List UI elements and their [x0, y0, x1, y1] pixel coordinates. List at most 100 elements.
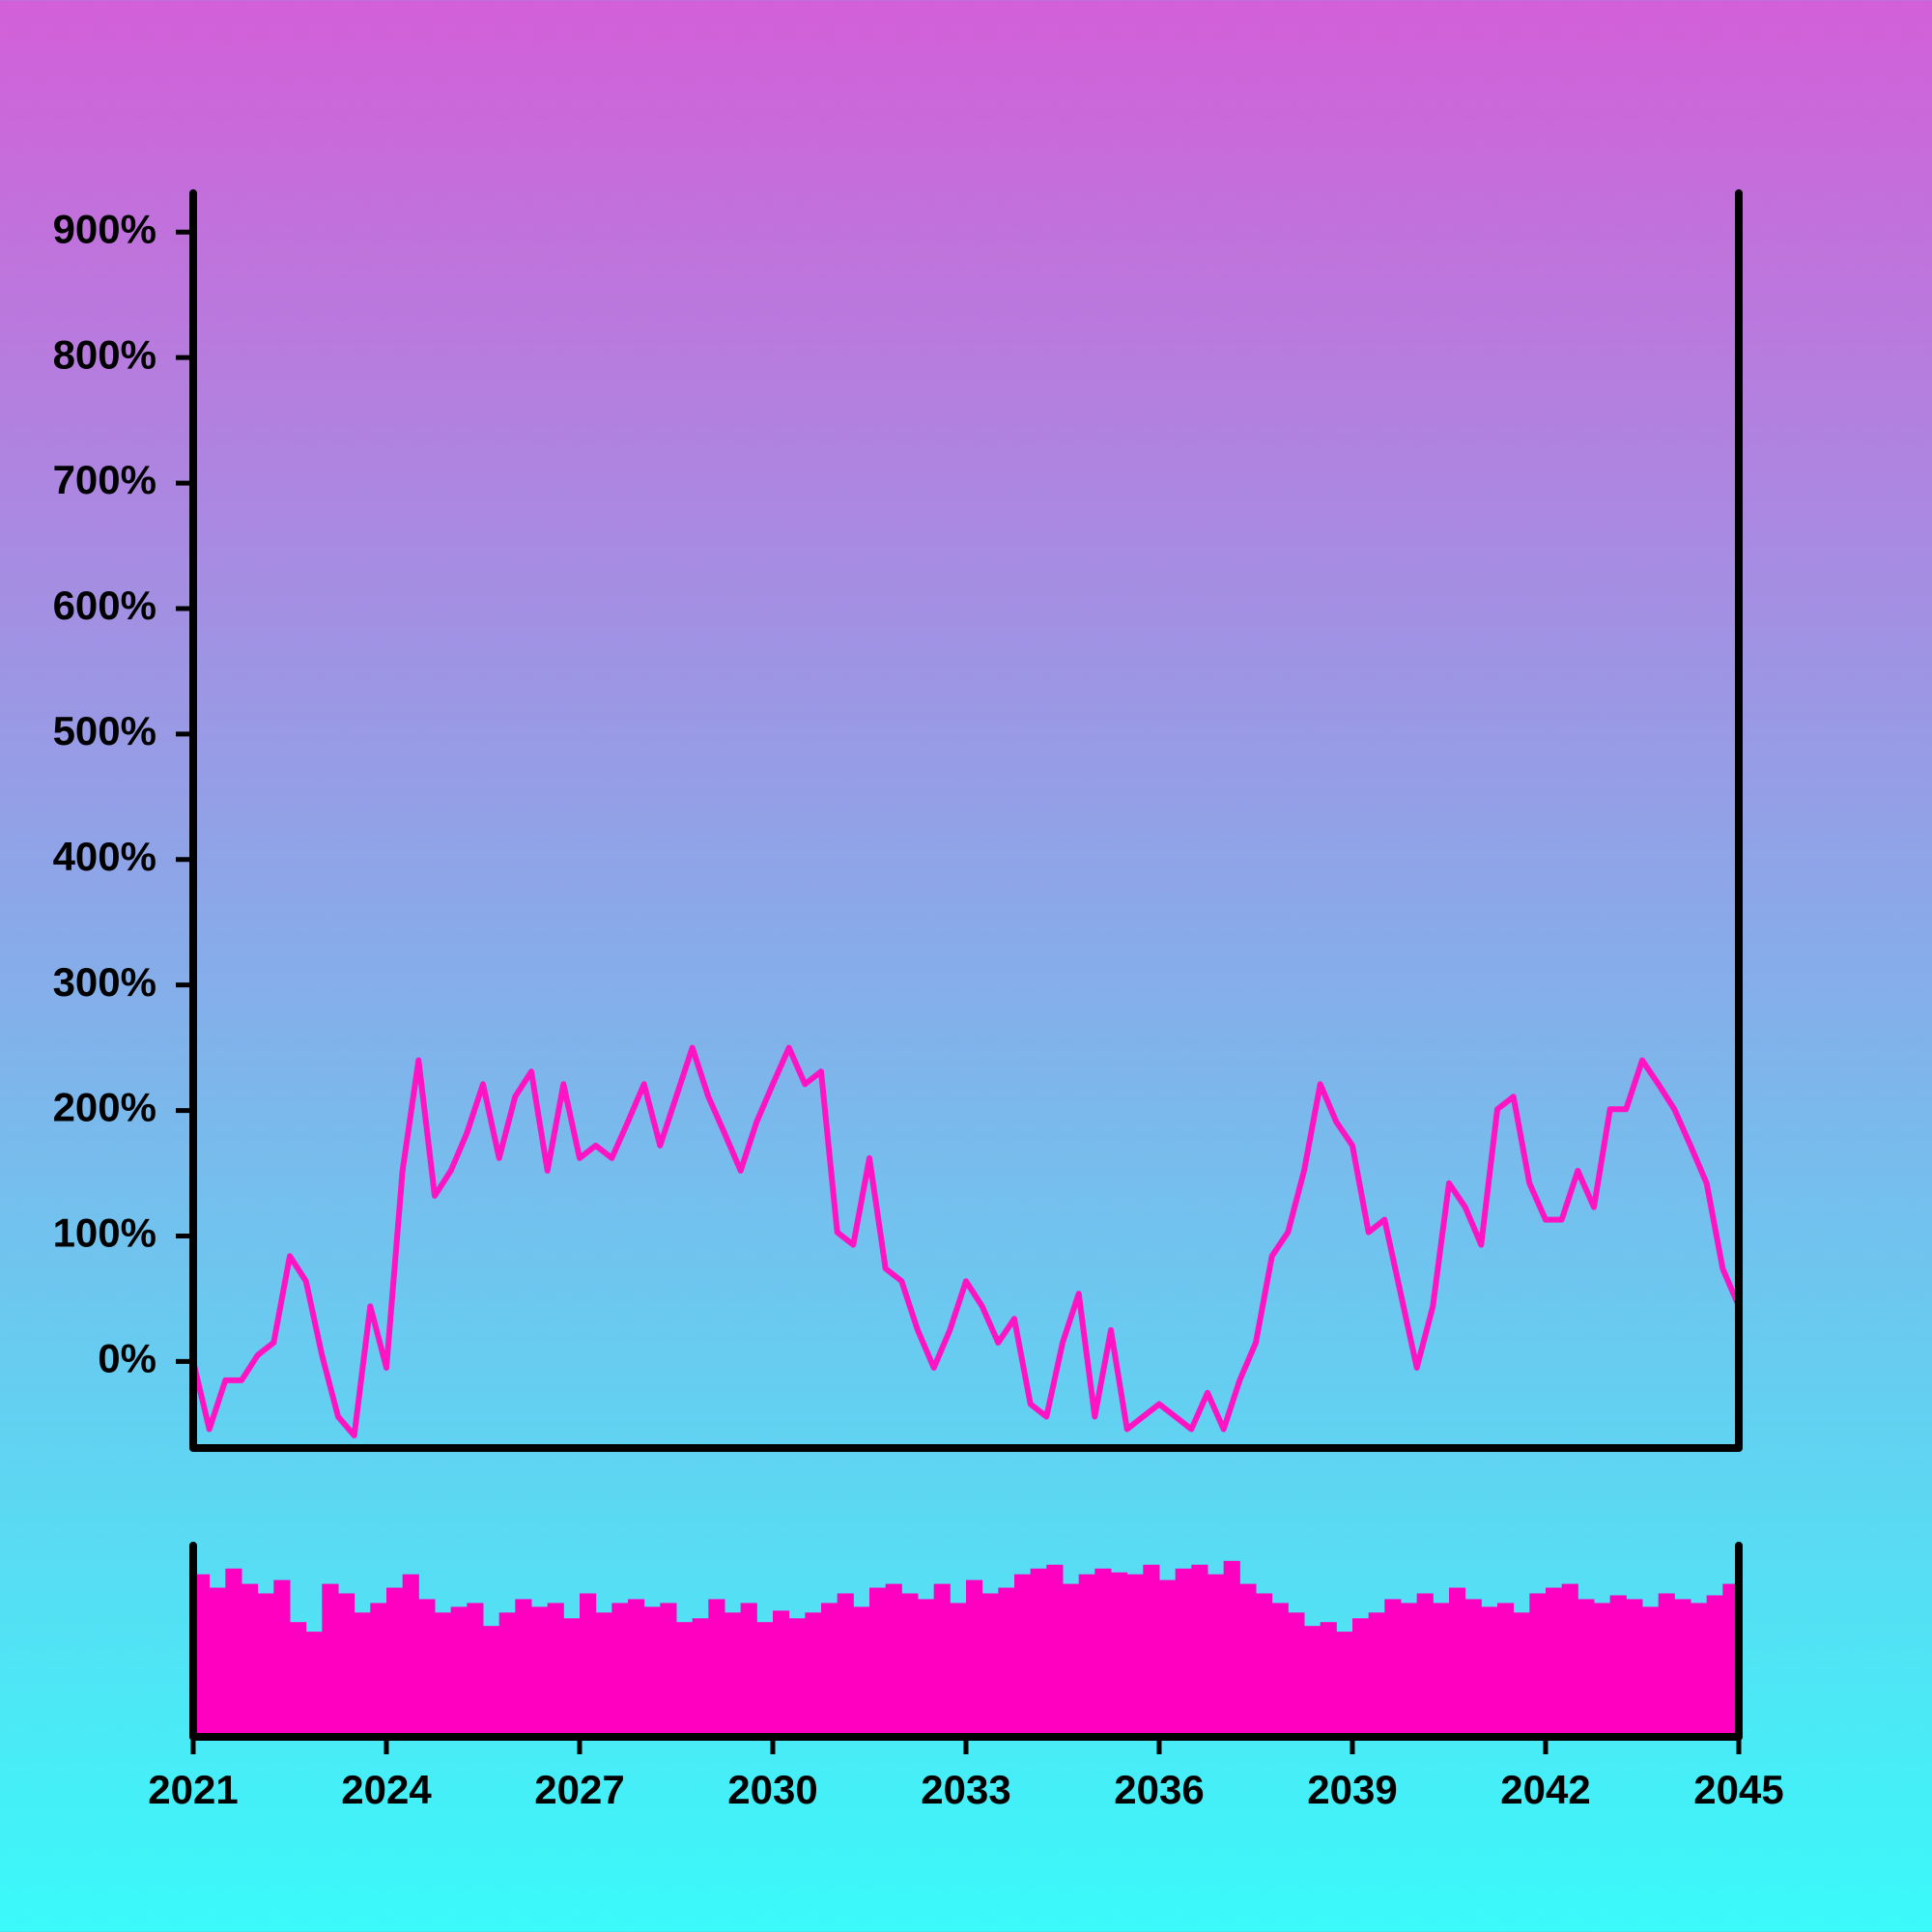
bar: [305, 1632, 323, 1737]
bar: [853, 1606, 870, 1737]
y-tick-label: 400%: [53, 834, 156, 879]
axis-frame: [189, 1542, 1743, 1741]
bar: [773, 1610, 790, 1737]
bar: [531, 1606, 549, 1737]
x-tick-label: 2045: [1693, 1767, 1783, 1812]
bar: [1063, 1583, 1080, 1737]
bar: [1561, 1583, 1578, 1737]
bar: [805, 1612, 822, 1737]
bar: [1256, 1593, 1273, 1737]
axis-frame: [189, 189, 1743, 1452]
bar: [338, 1593, 355, 1737]
y-tick-label: 600%: [53, 582, 156, 628]
bar: [966, 1579, 983, 1737]
bar: [692, 1618, 709, 1737]
bar: [1271, 1603, 1289, 1737]
bar: [402, 1574, 419, 1737]
y-tick-label: 500%: [53, 708, 156, 753]
bar: [756, 1622, 774, 1737]
bar: [708, 1599, 725, 1737]
bar: [386, 1587, 404, 1737]
bar: [418, 1599, 436, 1737]
bar: [595, 1612, 612, 1737]
bar: [1577, 1599, 1595, 1737]
bar: [1481, 1606, 1498, 1737]
bar: [1384, 1599, 1402, 1737]
bar: [1626, 1599, 1643, 1737]
bar: [611, 1603, 629, 1737]
bar: [981, 1593, 999, 1737]
bar: [821, 1603, 838, 1737]
bar: [1078, 1574, 1095, 1737]
bar: [547, 1603, 564, 1737]
x-tick-label: 2030: [727, 1767, 817, 1812]
bar: [1609, 1595, 1627, 1737]
bar: [193, 1574, 211, 1737]
bar: [450, 1606, 468, 1737]
bar: [837, 1593, 854, 1737]
bar: [1674, 1599, 1691, 1737]
bar: [1546, 1587, 1563, 1737]
bar: [1191, 1564, 1208, 1737]
bar: [1175, 1568, 1192, 1737]
bar: [1159, 1579, 1177, 1737]
bar: [998, 1587, 1015, 1737]
bar: [933, 1583, 951, 1737]
bar: [918, 1599, 935, 1737]
bar: [1416, 1593, 1434, 1737]
bar: [257, 1593, 274, 1737]
bar: [1449, 1587, 1466, 1737]
bar: [1111, 1572, 1128, 1737]
bar: [370, 1603, 387, 1737]
bar: [1706, 1595, 1723, 1737]
bar: [1529, 1593, 1547, 1737]
bar: [1094, 1568, 1112, 1737]
bar: [1594, 1603, 1611, 1737]
bar: [1690, 1603, 1708, 1737]
bar: [1642, 1606, 1660, 1737]
bar: [1464, 1599, 1482, 1737]
bar: [1497, 1603, 1515, 1737]
bar: [1223, 1560, 1240, 1737]
y-tick-label: 800%: [53, 331, 156, 377]
bar: [869, 1587, 887, 1737]
x-tick-label: 2042: [1500, 1767, 1590, 1812]
y-tick-label: 700%: [53, 457, 156, 502]
bar: [660, 1603, 677, 1737]
bar: [1126, 1574, 1144, 1737]
x-tick-label: 2036: [1114, 1767, 1204, 1812]
bar: [467, 1603, 484, 1737]
y-tick-label: 200%: [53, 1085, 156, 1130]
bar: [1513, 1612, 1530, 1737]
bar: [676, 1622, 694, 1737]
bar: [1288, 1612, 1305, 1737]
x-tick-label: 2024: [341, 1767, 432, 1812]
bar: [563, 1618, 581, 1737]
line: [193, 1044, 1739, 1438]
bar: [290, 1622, 307, 1737]
x-tick-label: 2027: [534, 1767, 624, 1812]
bar: [740, 1603, 757, 1737]
bar: [628, 1599, 645, 1737]
bar: [1352, 1618, 1370, 1737]
bar: [901, 1593, 919, 1737]
bar: [515, 1599, 532, 1737]
bar: [1433, 1603, 1450, 1737]
bar: [1320, 1622, 1337, 1737]
bar: [483, 1626, 500, 1737]
bar: [724, 1612, 742, 1737]
bar: [1401, 1603, 1418, 1737]
x-tick-label: 2021: [148, 1767, 238, 1812]
bar: [950, 1603, 967, 1737]
bar: [242, 1583, 259, 1737]
bar: [273, 1579, 291, 1737]
bar: [1014, 1574, 1032, 1737]
bar: [322, 1583, 339, 1737]
bar: [1046, 1564, 1064, 1737]
x-tick-label: 2033: [921, 1767, 1010, 1812]
bar: [1143, 1564, 1160, 1737]
y-tick-label: 300%: [53, 959, 156, 1005]
y-tick-label: 900%: [53, 206, 156, 251]
